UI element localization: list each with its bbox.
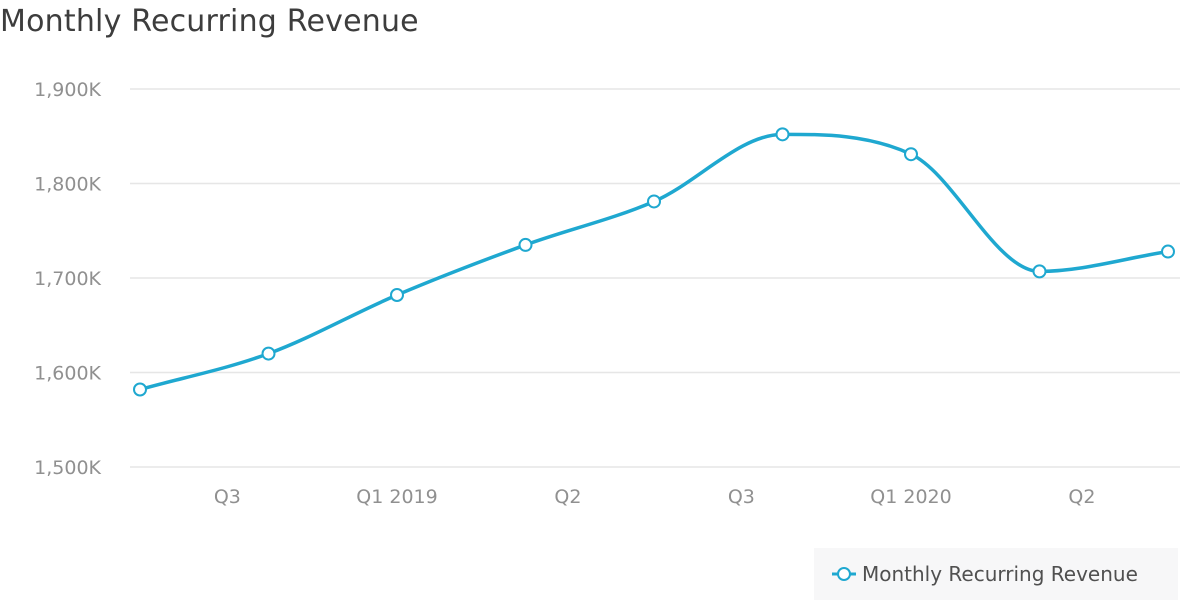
data-point[interactable]: [518, 237, 533, 252]
x-tick-label: Q1 2019: [356, 486, 437, 508]
data-points: [133, 127, 1175, 397]
y-tick-label: 1,700K: [34, 268, 101, 290]
data-point[interactable]: [904, 147, 918, 162]
chart-title: Monthly Recurring Revenue: [0, 4, 419, 39]
legend-line-marker-icon: [832, 567, 856, 581]
legend-label: Monthly Recurring Revenue: [862, 562, 1138, 586]
data-point[interactable]: [390, 288, 404, 303]
legend[interactable]: Monthly Recurring Revenue: [814, 548, 1178, 600]
data-point[interactable]: [1161, 244, 1175, 259]
x-tick-label: Q3: [728, 486, 755, 508]
x-tick-label: Q2: [1068, 486, 1095, 508]
data-point[interactable]: [261, 346, 276, 361]
x-tick-label: Q1 2020: [870, 486, 951, 508]
grid-lines: [130, 88, 1180, 468]
data-point[interactable]: [775, 127, 790, 142]
y-axis-ticks: 1,500K 1,600K 1,700K 1,800K 1,900K: [34, 79, 101, 479]
x-tick-label: Q3: [214, 486, 241, 508]
data-point[interactable]: [1032, 264, 1047, 279]
y-tick-label: 1,600K: [34, 363, 101, 385]
data-point[interactable]: [133, 382, 147, 397]
x-axis-ticks: Q3 Q1 2019 Q2 Q3 Q1 2020 Q2: [214, 486, 1096, 508]
series-line: [138, 132, 1170, 392]
x-tick-label: Q2: [554, 486, 581, 508]
y-tick-label: 1,900K: [34, 79, 101, 101]
series-layer: [138, 132, 1170, 392]
data-point[interactable]: [647, 194, 661, 209]
y-tick-label: 1,800K: [34, 174, 101, 196]
y-tick-label: 1,500K: [34, 457, 101, 479]
